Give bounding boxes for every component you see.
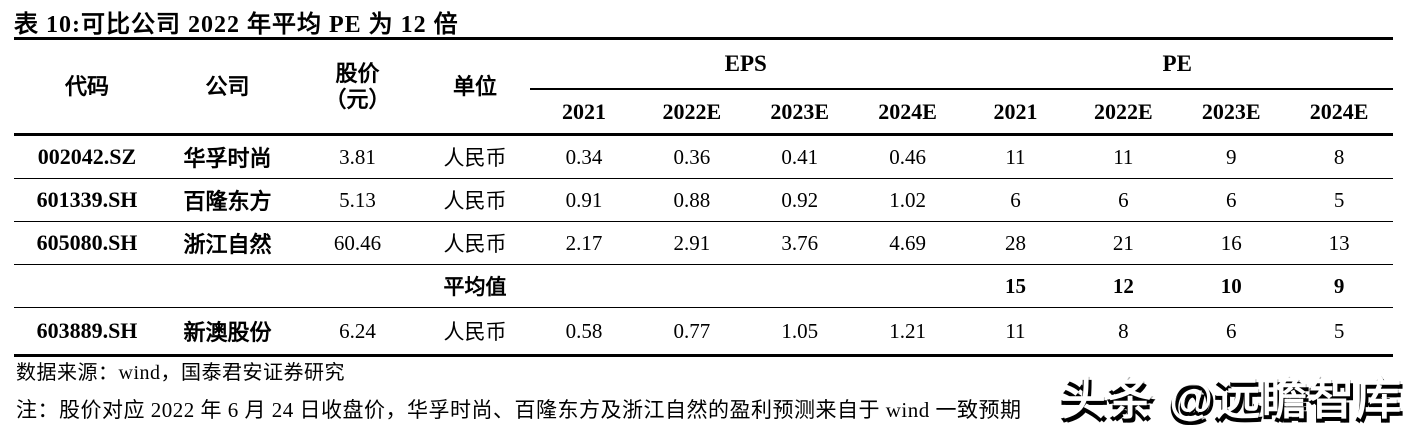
col-header-unit: 单位	[452, 73, 497, 99]
table-header: 代码 公司 股价 （元） 单位 EPS PE 2021 2022E 2023E …	[14, 40, 1393, 136]
cell-eps-2022e: 2.91	[673, 230, 711, 255]
col-header-pe-2022e: 2022E	[1093, 98, 1153, 124]
cell-eps-2021	[530, 265, 638, 307]
cell-company: 百隆东方	[183, 189, 272, 214]
cell-eps-2021: 0.34	[565, 144, 603, 169]
table-row: 603889.SH 新澳股份 6.24 人民币 0.58 0.77 1.05 1.21 11 8 6…	[14, 308, 1393, 357]
cell-price: 5.13	[339, 187, 376, 212]
col-header-eps-2021: 2021	[561, 98, 606, 124]
cell-pe-2022e: 21	[1112, 230, 1134, 255]
cell-pe-2024e: 9	[1333, 273, 1345, 298]
cell-code	[14, 265, 160, 307]
cell-pe-2021: 28	[1004, 230, 1026, 255]
col-header-pe-2021: 2021	[993, 98, 1038, 124]
cell-eps-2022e	[638, 265, 746, 307]
cell-pe-2023e: 6	[1225, 187, 1237, 212]
cell-eps-2024e: 1.02	[889, 187, 926, 212]
col-header-eps-2023e: 2023E	[770, 98, 830, 124]
table-row: 601339.SH 百隆东方 5.13 人民币 0.91 0.88 0.92 1.02 6 6 6 5	[14, 179, 1393, 222]
cell-unit: 人民币	[443, 146, 507, 170]
group-header-band: EPS PE	[530, 40, 1393, 90]
cell-eps-2023e: 3.76	[781, 230, 819, 255]
cell-code: 002042.SZ	[37, 144, 137, 169]
col-header-eps-2022e: 2022E	[662, 98, 722, 124]
col-header-price: 股价 （元）	[295, 40, 420, 133]
cell-eps-2024e: 1.21	[889, 318, 926, 343]
cell-eps-2021: 2.17	[565, 230, 603, 255]
cell-eps-2024e	[854, 265, 962, 307]
table-row: 605080.SH 浙江自然 60.46 人民币 2.17 2.91 3.76 4.69 28 2…	[14, 222, 1393, 265]
cell-eps-2022e: 0.77	[673, 318, 711, 343]
cell-eps-2024e: 0.46	[889, 144, 926, 169]
cell-eps-2022e: 0.88	[673, 187, 711, 212]
cell-company: 浙江自然	[183, 232, 272, 257]
cell-pe-2023e: 16	[1220, 230, 1242, 255]
col-header-price-line1: 股价	[335, 61, 380, 87]
cell-pe-2021: 11	[1005, 318, 1026, 343]
cell-pe-2024e: 8	[1333, 144, 1345, 169]
toutiao-watermark: 头条 @远瞻智库	[1060, 373, 1403, 424]
table-row-average: 平均值 15 12 10 9	[14, 265, 1393, 308]
cell-eps-2022e: 0.36	[673, 144, 711, 169]
cell-code: 605080.SH	[36, 230, 138, 255]
cell-eps-2024e: 4.69	[889, 230, 926, 255]
cell-eps-2023e: 0.41	[781, 144, 819, 169]
col-header-pe-2023e: 2023E	[1201, 98, 1261, 124]
cell-pe-2023e: 9	[1225, 144, 1237, 169]
col-header-eps-2024e: 2024E	[878, 98, 937, 124]
col-header-pe-2024e: 2024E	[1309, 98, 1369, 124]
data-source-text: 数据来源：wind，国泰君安证券研究	[16, 362, 345, 384]
cell-pe-2024e: 5	[1333, 318, 1345, 343]
cell-unit: 人民币	[443, 189, 507, 213]
table-title: 表 10:可比公司 2022 年平均 PE 为 12 倍	[14, 12, 459, 38]
cell-code: 603889.SH	[36, 318, 138, 343]
cell-pe-2022e: 11	[1113, 144, 1134, 169]
cell-price: 6.24	[339, 318, 376, 343]
cell-eps-2023e: 0.92	[781, 187, 819, 212]
cell-eps-2023e	[746, 265, 854, 307]
col-header-price-line2: （元）	[324, 86, 391, 112]
note-text: 注：股价对应 2022 年 6 月 24 日收盘价，华孚时尚、百隆东方及浙江自然…	[16, 398, 1022, 422]
cell-pe-2024e: 5	[1333, 187, 1345, 212]
cell-pe-2023e: 10	[1220, 273, 1242, 298]
cell-unit: 人民币	[443, 232, 507, 256]
cell-price: 60.46	[333, 230, 382, 255]
cell-pe-2021: 6	[1010, 187, 1021, 212]
cell-eps-2021: 0.58	[565, 318, 603, 343]
cell-eps-2021: 0.91	[565, 187, 603, 212]
title-underline	[14, 37, 1393, 40]
col-header-code: 代码	[64, 73, 109, 99]
cell-price	[295, 265, 420, 307]
comparable-companies-table: 代码 公司 股价 （元） 单位 EPS PE 2021 2022E 2023E …	[14, 40, 1393, 357]
cell-pe-2022e: 8	[1118, 318, 1129, 343]
cell-eps-2023e: 1.05	[781, 318, 819, 343]
cell-pe-2022e: 6	[1118, 187, 1129, 212]
col-group-eps: EPS	[724, 51, 767, 76]
cell-code: 601339.SH	[36, 187, 138, 212]
cell-unit: 平均值	[443, 275, 507, 299]
cell-price: 3.81	[339, 144, 376, 169]
cell-company: 新澳股份	[183, 320, 272, 345]
cell-pe-2021: 15	[1004, 273, 1026, 298]
cell-pe-2021: 11	[1005, 144, 1026, 169]
col-header-company: 公司	[205, 73, 250, 99]
table-body: 002042.SZ 华孚时尚 3.81 人民币 0.34 0.36 0.41 0.46 11 11…	[14, 136, 1393, 357]
cell-pe-2022e: 12	[1112, 273, 1134, 298]
col-group-pe: PE	[1162, 51, 1192, 76]
cell-company	[160, 265, 295, 307]
table-row: 002042.SZ 华孚时尚 3.81 人民币 0.34 0.36 0.41 0.46 11 11…	[14, 136, 1393, 179]
cell-company: 华孚时尚	[183, 146, 272, 171]
cell-pe-2024e: 13	[1328, 230, 1350, 255]
cell-unit: 人民币	[443, 320, 507, 344]
cell-pe-2023e: 6	[1225, 318, 1237, 343]
